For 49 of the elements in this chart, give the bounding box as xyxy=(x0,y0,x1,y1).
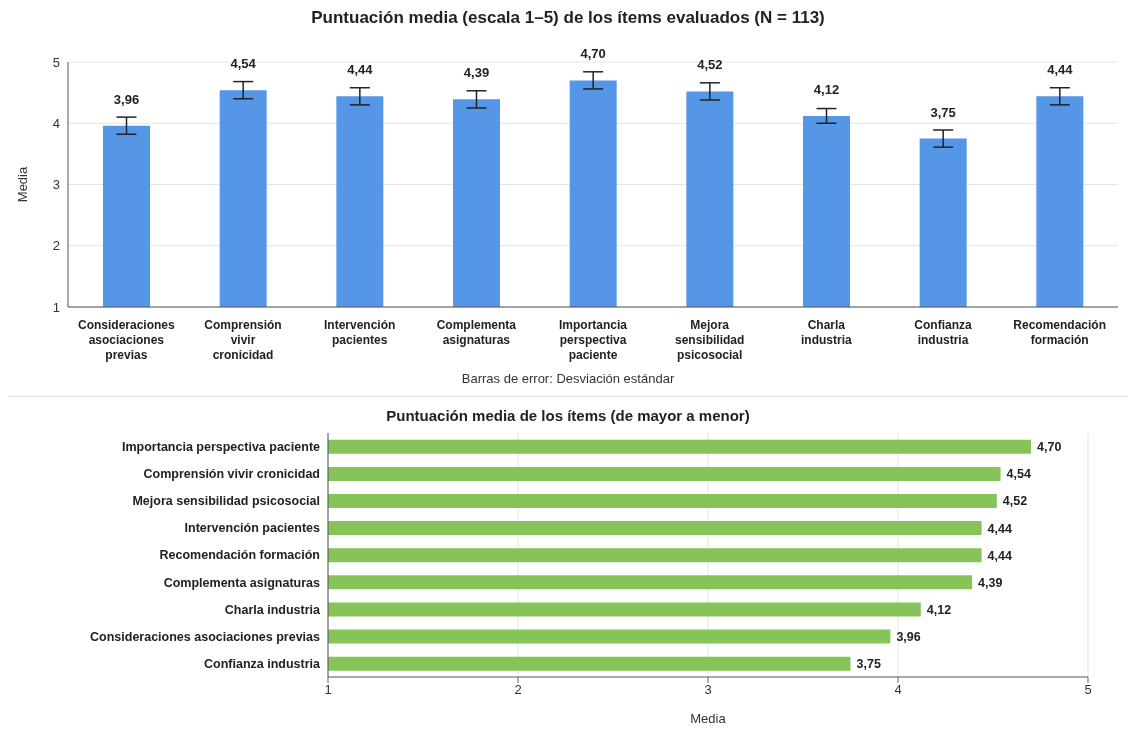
y-tick-label: Complementa asignaturas xyxy=(163,575,321,590)
text: Barras de error: Desviación estándar xyxy=(460,371,676,386)
data-label: 4,44 xyxy=(347,62,374,78)
data-label: 4,54 xyxy=(230,56,257,72)
x-tick-label: Charla industria xyxy=(801,318,852,347)
data-label: 4,52 xyxy=(697,57,723,73)
y-tick-label: 3 xyxy=(52,177,60,193)
x-tick-label: Importancia perspectiva paciente xyxy=(558,318,628,362)
x-tick-label: Confianza industria xyxy=(914,318,972,347)
y-axis-title: Media xyxy=(14,166,30,203)
data-label: 4,12 xyxy=(813,81,840,97)
data-label: 3,75 xyxy=(856,657,881,672)
y-tick-label: Charla industria xyxy=(224,602,322,617)
data-label: 4,39 xyxy=(978,575,1003,590)
x-tick-label: 5 xyxy=(1084,682,1092,698)
y-tick-label: Intervención pacientes xyxy=(184,521,321,536)
x-tick-label: 2 xyxy=(514,682,522,698)
y-tick-label: 2 xyxy=(52,238,60,254)
y-tick-label: 5 xyxy=(52,54,60,70)
y-tick-label: 4 xyxy=(52,115,60,131)
x-tick-label: Recomendación formación xyxy=(1013,318,1107,347)
data-label: 4,44 xyxy=(1047,62,1074,78)
y-tick-label: Comprensión vivir cronicidad xyxy=(143,467,320,482)
y-tick-label: Importancia perspectiva paciente xyxy=(122,439,321,454)
chart-title: Puntuación media de los ítems (de mayor a menor) xyxy=(385,407,751,424)
data-label: 3,75 xyxy=(930,104,956,120)
data-label: 4,70 xyxy=(580,46,606,62)
data-label: 3,96 xyxy=(896,629,921,644)
data-label: 4,44 xyxy=(987,548,1012,563)
data-label: 4,70 xyxy=(1037,440,1062,455)
data-label: 4,44 xyxy=(987,521,1012,536)
data-label: 4,54 xyxy=(1006,467,1031,482)
y-tick-label: Mejora sensibilidad psicosocial xyxy=(132,494,320,509)
data-label: 3,96 xyxy=(113,91,140,107)
y-tick-label: 1 xyxy=(52,299,60,315)
y-tick-label: Consideraciones asociaciones previas xyxy=(90,629,321,644)
x-tick-label: Intervención pacientes xyxy=(323,318,396,347)
chart-title: Puntuación media (escala 1–5) de los ítems evaluados (N = 113) xyxy=(310,8,826,28)
data-label: 4,39 xyxy=(463,65,490,81)
x-tick-label: 3 xyxy=(704,682,712,698)
x-tick-label: Mejora sensibilidad psicosocial xyxy=(674,318,745,362)
x-tick-label: 4 xyxy=(894,682,902,698)
x-axis-title: Media xyxy=(690,711,727,726)
y-tick-label: Recomendación formación xyxy=(159,548,320,563)
data-label: 4,52 xyxy=(1002,494,1028,509)
x-tick-label: Complementa asignaturas xyxy=(436,318,517,347)
x-tick-label: 1 xyxy=(324,682,332,698)
data-label: 4,12 xyxy=(926,602,952,617)
y-tick-label: Confianza industria xyxy=(204,656,322,671)
